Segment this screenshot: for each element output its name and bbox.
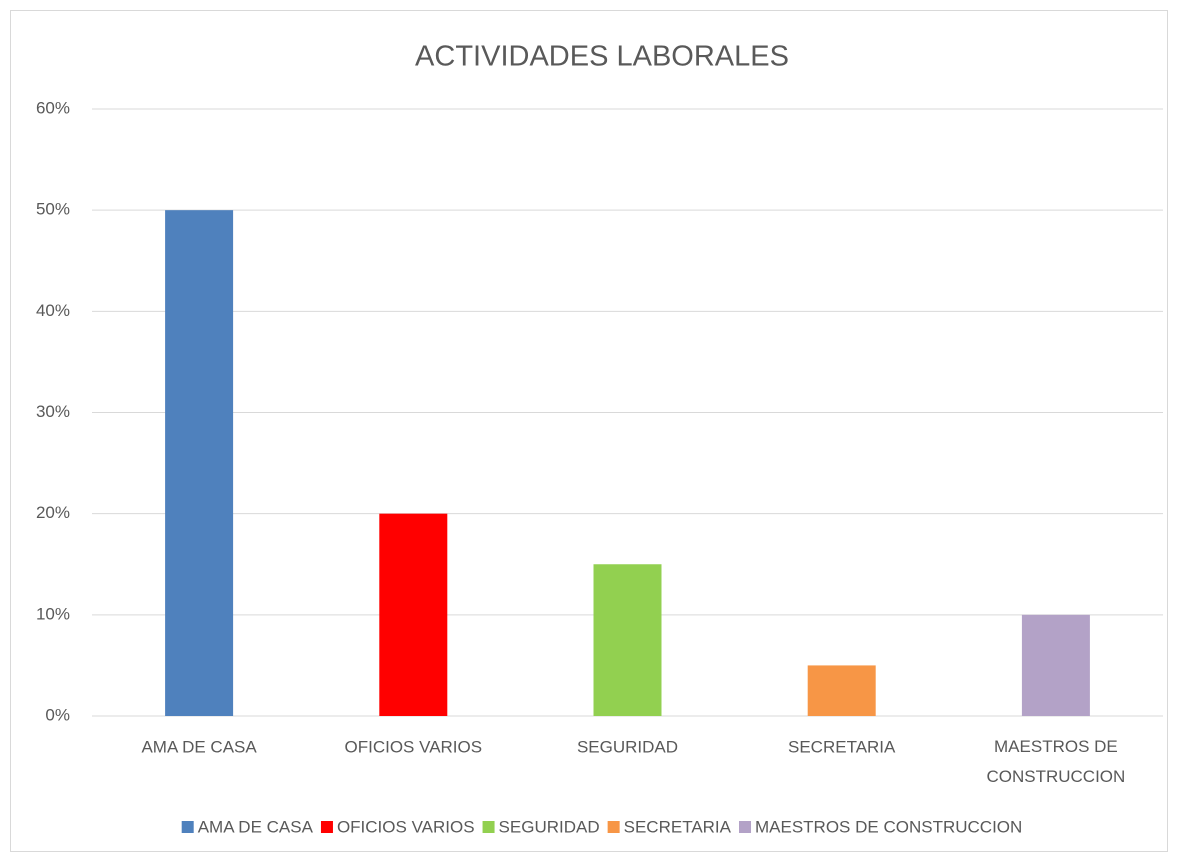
x-tick-label: SECRETARIA [788,737,896,756]
bar [807,665,876,716]
legend-swatch [320,821,333,833]
y-tick-label: 50% [36,200,70,219]
y-tick-label: 10% [36,604,70,623]
bar [379,513,448,716]
bar [1021,614,1090,716]
legend-swatch [482,821,495,833]
x-tick-label: OFICIOS VARIOS [345,737,483,756]
y-tick-label: 30% [36,402,70,421]
chart-title: ACTIVIDADES LABORALES [415,41,789,73]
x-tick-label: SEGURIDAD [577,737,678,756]
y-tick-label: 40% [36,301,70,320]
legend-label: OFICIOS VARIOS [337,817,475,836]
y-tick-label: 20% [36,503,70,522]
x-tick-label: AMA DE CASA [141,737,257,756]
y-tick-label: 0% [45,705,70,724]
legend-swatch [181,821,194,833]
legend-label: MAESTROS DE CONSTRUCCION [755,817,1022,836]
legend-label: SECRETARIA [624,817,732,836]
legend-label: AMA DE CASA [198,817,314,836]
legend-swatch [739,821,752,833]
bar [593,564,662,716]
y-tick-label: 60% [36,98,70,117]
legend-swatch [607,821,620,833]
legend-label: SEGURIDAD [499,817,600,836]
bar [165,210,234,716]
x-tick-label: MAESTROS DE CONSTRUCCION [986,737,1125,786]
